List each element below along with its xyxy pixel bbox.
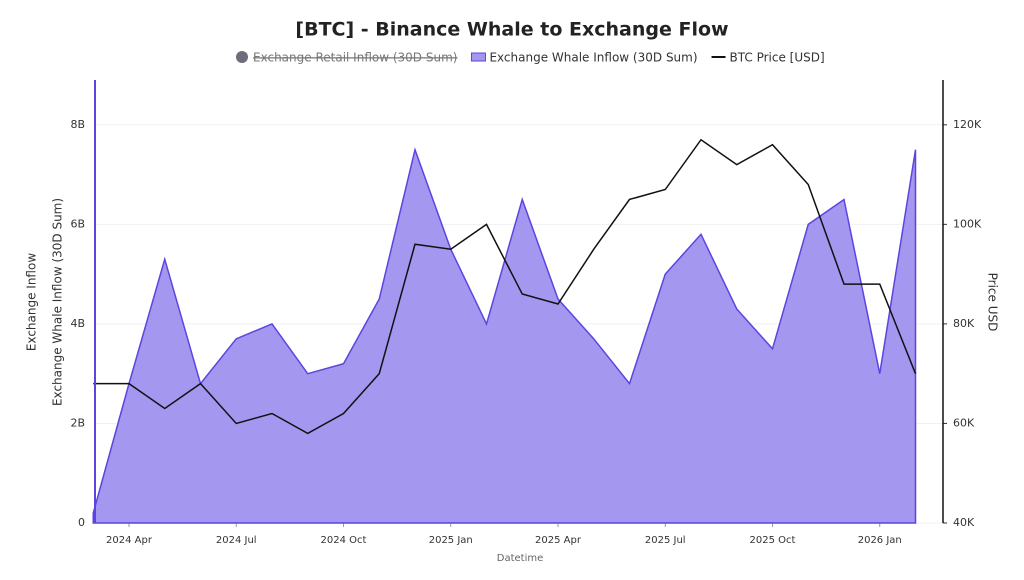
- x-tick-label: 2024 Jul: [216, 535, 257, 546]
- x-tick-label: 2024 Oct: [321, 535, 367, 546]
- y-tick-label: 4B: [70, 317, 85, 330]
- y2-axis-title: Price USD: [986, 273, 1000, 332]
- y-tick-label: 6B: [70, 217, 85, 230]
- price-line: [93, 138, 917, 435]
- x-tick-label: 2025 Jan: [429, 535, 473, 546]
- y2-tick-label: 100K: [953, 217, 982, 230]
- y2-tick-label: 60K: [953, 416, 975, 429]
- y2-tick-label: 120K: [953, 118, 982, 131]
- x-axis-title: Datetime: [497, 553, 544, 564]
- x-tick-label: 2025 Apr: [535, 535, 582, 546]
- legend-label[interactable]: BTC Price [USD]: [730, 51, 825, 65]
- legend-marker: [236, 51, 248, 63]
- y-axis-title: Exchange Inflow: [25, 253, 39, 351]
- y-tick-label: 2B: [70, 416, 85, 429]
- y2-tick-label: 80K: [953, 317, 975, 330]
- x-tick-label: 2025 Jul: [645, 535, 686, 546]
- x-tick-label: 2026 Jan: [858, 535, 902, 546]
- chart-title: [BTC] - Binance Whale to Exchange Flow: [295, 19, 728, 41]
- whale-area: [92, 147, 917, 524]
- legend-marker: [470, 52, 486, 62]
- legend-label[interactable]: Exchange Whale Inflow (30D Sum): [489, 51, 697, 65]
- y-axis-title: Exchange Whale Inflow (30D Sum): [51, 198, 65, 406]
- y2-tick-label: 40K: [953, 516, 975, 529]
- y-tick-label: 8B: [70, 118, 85, 131]
- y-tick-label: 0: [78, 516, 85, 529]
- x-tick-label: 2024 Apr: [106, 535, 153, 546]
- x-tick-label: 2025 Oct: [750, 535, 796, 546]
